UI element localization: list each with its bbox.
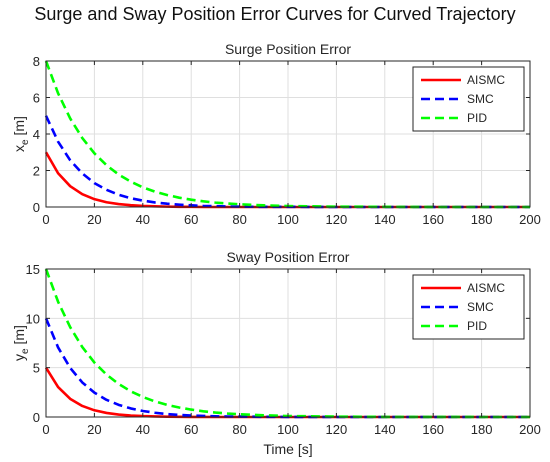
chart2-x-tick-label: 0 <box>42 422 49 437</box>
chart2-x-tick-label: 160 <box>422 422 444 437</box>
chart2-legend-label-smc: SMC <box>467 300 494 314</box>
chart1-group: 0 20 40 60 80 100 120 140 160 180 200 0 2 4 6 8 Surge Po… <box>11 41 541 227</box>
chart1-y-tick-label: 2 <box>33 164 40 179</box>
chart1-x-tick-label: 200 <box>519 212 541 227</box>
chart2-legend-box <box>412 274 525 340</box>
chart2-legend-label-pid: PID <box>467 319 487 333</box>
chart1-x-tick-label: 180 <box>471 212 493 227</box>
chart2-x-tick-label: 60 <box>184 422 198 437</box>
chart1-y-tick-label: 0 <box>33 200 40 215</box>
chart1-ylabel-sub: e <box>20 139 31 145</box>
chart2-ylabel-sub: e <box>20 348 31 354</box>
chart1-legend-label-smc: SMC <box>467 92 494 106</box>
chart1-legend-label-aismc: AISMC <box>467 73 505 87</box>
chart1-x-tick-label: 80 <box>232 212 246 227</box>
chart1-y-tick-label: 8 <box>33 54 40 69</box>
chart2-ylabel-unit: [m] <box>11 325 27 348</box>
chart2-title: Sway Position Error <box>227 249 350 265</box>
chart1-x-tick-label: 20 <box>87 212 101 227</box>
chart2-x-tick-label: 40 <box>136 422 150 437</box>
chart1-x-tick-label: 100 <box>277 212 299 227</box>
chart2-y-tick-label: 10 <box>26 311 40 326</box>
chart1-legend: AISMC SMC PID <box>412 66 525 132</box>
chart2-x-tick-label: 120 <box>326 422 348 437</box>
chart1-y-tick-label: 4 <box>33 127 40 142</box>
chart2-ylabel: ye [m] <box>11 325 31 361</box>
chart1-x-tick-label: 160 <box>422 212 444 227</box>
chart1-x-tick-label: 120 <box>326 212 348 227</box>
chart1-y-tick-label: 6 <box>33 91 40 106</box>
chart1-legend-box <box>412 66 525 132</box>
chart2-xlabel: Time [s] <box>263 441 312 457</box>
chart1-x-tick-label: 60 <box>184 212 198 227</box>
chart2-x-tick-label: 200 <box>519 422 541 437</box>
chart2-legend: AISMC SMC PID <box>412 274 525 340</box>
chart1-x-tick-label: 140 <box>374 212 396 227</box>
chart1-ylabel: xe [m] <box>11 116 31 152</box>
chart2-legend-label-aismc: AISMC <box>467 281 505 295</box>
chart2-group: 0 20 40 60 80 100 120 140 160 180 200 0 5 10 15 Sway Po… <box>11 249 541 457</box>
chart2-x-tick-label: 100 <box>277 422 299 437</box>
chart2-x-tick-label: 180 <box>471 422 493 437</box>
chart1-x-tick-label: 40 <box>136 212 150 227</box>
chart2-x-tick-label: 80 <box>232 422 246 437</box>
chart1-x-tick-label: 0 <box>42 212 49 227</box>
chart2-ylabel-main: y <box>11 354 27 361</box>
figure-title: Surge and Sway Position Error Curves for… <box>34 4 516 24</box>
chart2-y-tick-label: 15 <box>26 262 40 277</box>
chart1-ylabel-unit: [m] <box>11 116 27 139</box>
chart2-y-tick-label: 5 <box>33 361 40 376</box>
chart2-x-tick-label: 140 <box>374 422 396 437</box>
chart2-x-tick-label: 20 <box>87 422 101 437</box>
chart1-legend-label-pid: PID <box>467 111 487 125</box>
chart1-title: Surge Position Error <box>225 41 351 57</box>
chart1-ylabel-main: x <box>11 145 27 152</box>
chart2-y-tick-label: 0 <box>33 410 40 425</box>
